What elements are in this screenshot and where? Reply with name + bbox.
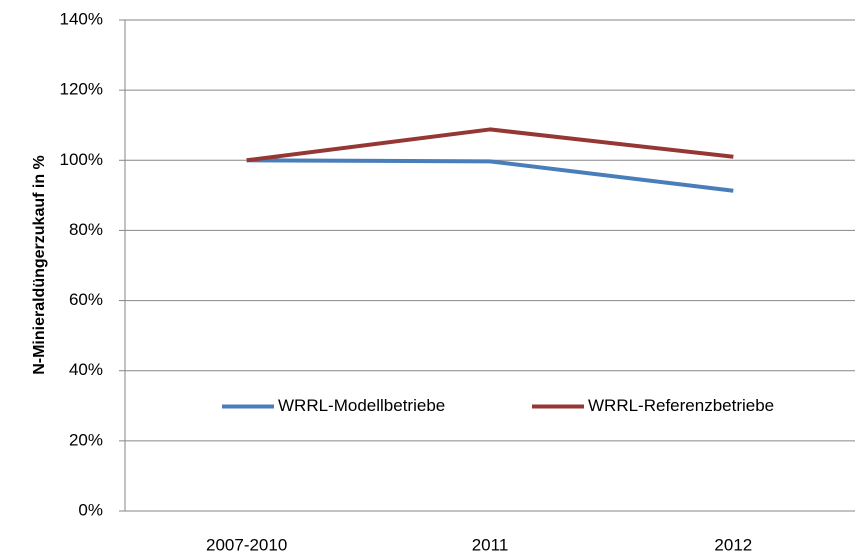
y-tick-label: 0% — [78, 500, 103, 519]
x-tick-label: 2011 — [472, 535, 509, 554]
series-line — [246, 127, 734, 163]
legend-label: WRRL-Modellbetriebe — [278, 396, 445, 415]
y-axis-title: N-Minieraldüngerzukauf in % — [31, 155, 48, 375]
y-tick-label: 40% — [69, 360, 103, 379]
legend-label: WRRL-Referenzbetriebe — [588, 396, 774, 415]
y-tick-label: 120% — [60, 80, 103, 99]
y-tick-label: 80% — [69, 220, 103, 239]
x-tick-label: 2007-2010 — [206, 535, 287, 554]
x-tick-label: 2012 — [714, 535, 752, 554]
y-tick-label: 20% — [69, 430, 103, 449]
y-tick-label: 60% — [69, 290, 103, 309]
y-tick-label: 140% — [60, 9, 103, 28]
y-tick-label: 100% — [60, 150, 103, 169]
series-line — [246, 158, 734, 193]
